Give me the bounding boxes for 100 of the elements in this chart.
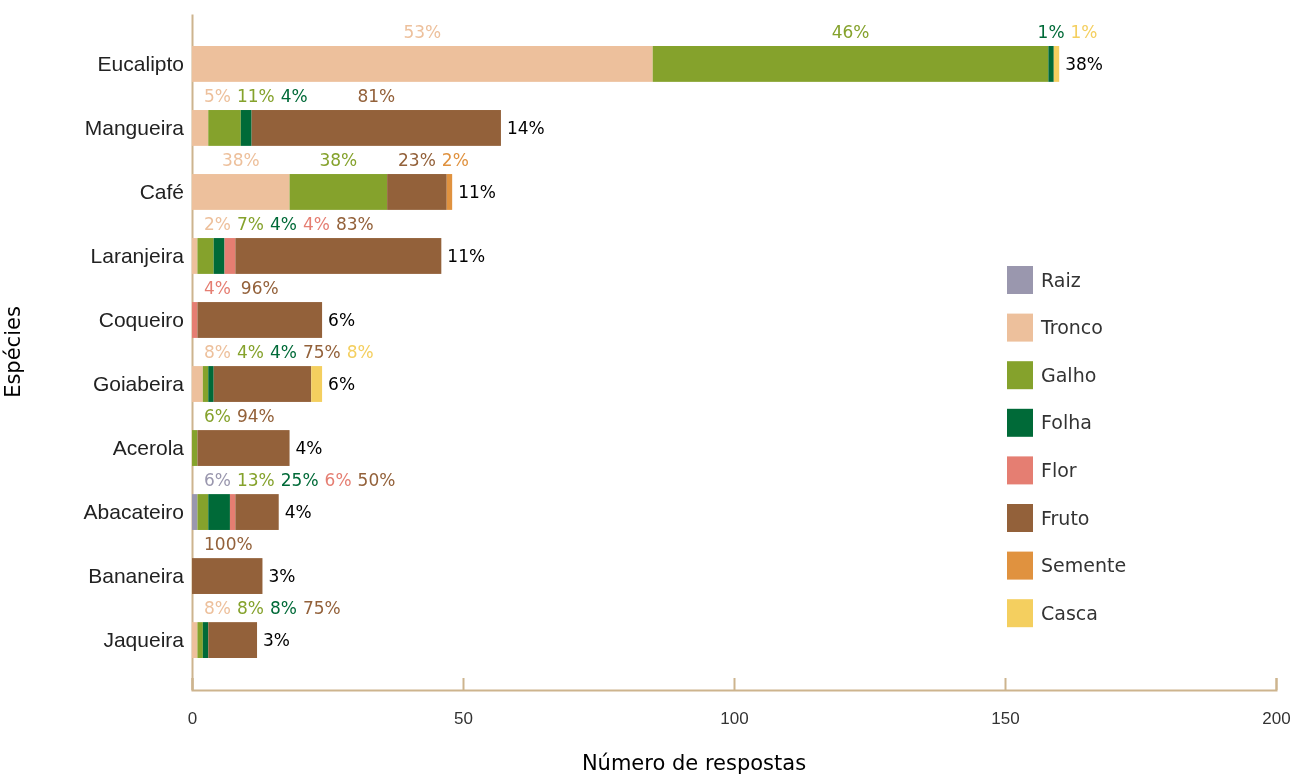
bar [446,174,453,210]
annotation: 94% [236,406,275,427]
x-tick-label: 100 [720,708,749,728]
annotation: 38% [221,150,260,171]
annotation: 11% [236,86,275,107]
annotation: 4% [236,342,264,363]
bar [289,174,388,210]
annotation: 3% [268,566,296,586]
y-tick-label: Laranjeira [90,243,185,267]
annotation: 75% [302,598,341,619]
y-tick-label: Coqueiro [98,307,184,331]
legend-label: Flor [1041,459,1077,482]
annotation: 23% [398,150,436,171]
bar [192,622,198,658]
bar [192,46,653,82]
legend-label: Folha [1041,411,1092,434]
annotation: 75% [302,342,341,363]
bar [208,494,230,530]
y-tick-label: Abacateiro [83,499,184,523]
legend-label: Tronco [1040,316,1103,339]
annotation: 4% [284,501,312,522]
bar [197,494,209,530]
annotation: 4% [302,214,330,235]
y-tick-label: Café [139,179,184,203]
annotation: 50% [357,470,396,491]
annotation: 83% [335,214,374,235]
annotation: 8% [346,342,374,363]
annotation: 38% [1065,53,1103,74]
annotation: 1% [1070,22,1098,43]
annotation: 4% [280,86,308,107]
bar [235,494,279,530]
annotation: 6% [204,470,231,491]
bar [202,366,209,402]
annotation: 25% [280,470,319,491]
y-tick-label: Jaqueira [103,627,185,651]
annotation: 96% [240,278,279,299]
annotation: 4% [204,278,231,299]
bar [213,366,312,402]
bar [240,110,252,146]
bar [1048,46,1054,82]
y-tick-label: Eucalipto [97,51,184,75]
bar [197,622,203,658]
annotation: 4% [269,342,297,363]
legend-label: Semente [1041,554,1127,577]
y-tick-label: Bananeira [88,563,185,587]
bar [251,110,501,146]
bar [192,366,203,402]
bar [192,110,209,146]
annotation: 2% [441,150,469,171]
annotation: 5% [204,86,231,107]
annotation: 46% [831,22,870,43]
x-tick-label: 50 [454,708,473,728]
y-axis-title: Espécies [1,306,25,398]
x-axis-title: Número de respostas [581,751,807,775]
bar [224,238,236,274]
bar [192,174,290,210]
bar [197,430,290,466]
bar [652,46,1049,82]
bar [208,366,214,402]
annotation: 2% [204,214,231,235]
y-tick-label: Mangueira [84,115,185,139]
y-tick-label: Goiabeira [92,371,185,395]
x-tick-label: 0 [187,708,198,728]
bar [213,238,225,274]
annotation: 8% [236,598,264,619]
x-tick-label: 150 [991,708,1020,728]
annotation: 8% [204,598,231,619]
annotation: 4% [269,214,297,235]
bar [208,622,258,658]
bar [208,110,241,146]
bar [192,494,198,530]
annotation: 8% [269,598,297,619]
annotation: 7% [236,214,264,235]
annotation: 6% [204,406,231,427]
legend-label: Raiz [1041,268,1081,291]
annotation: 6% [328,309,356,330]
annotation: 8% [204,342,231,363]
bar [192,302,198,338]
annotation: 13% [236,470,275,491]
annotation: 53% [403,22,442,43]
bar [311,366,323,402]
annotation: 81% [357,86,396,107]
annotation: 11% [458,181,496,202]
annotation: 14% [506,117,545,138]
annotation: 1% [1037,22,1065,43]
bar [387,174,447,210]
bar [192,238,198,274]
annotation: 100% [204,534,253,555]
x-tick-label: 200 [1262,708,1291,728]
bar [235,238,442,274]
annotation: 4% [295,437,323,458]
annotation: 3% [263,630,291,651]
bar [1053,46,1060,82]
annotation: 6% [324,470,352,491]
annotation: 11% [447,245,486,266]
bar [197,238,214,274]
legend-label: Galho [1041,363,1097,386]
y-tick-label: Acerola [112,435,185,459]
bar [192,558,263,594]
bar [192,430,198,466]
